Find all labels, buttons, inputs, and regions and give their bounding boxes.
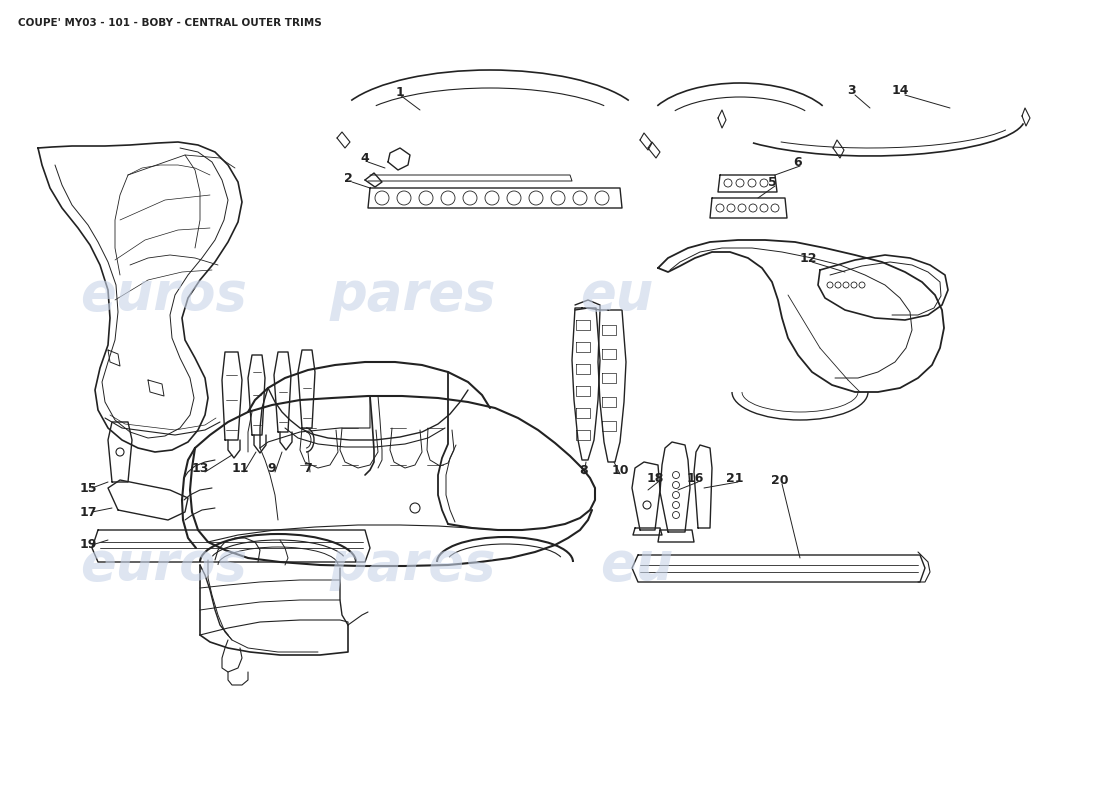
Text: euros: euros <box>80 269 246 321</box>
Text: 14: 14 <box>891 83 909 97</box>
Text: 12: 12 <box>800 251 816 265</box>
Text: 2: 2 <box>343 171 352 185</box>
Text: 9: 9 <box>267 462 276 474</box>
Text: 17: 17 <box>79 506 97 518</box>
Text: pares: pares <box>330 539 496 591</box>
Text: 6: 6 <box>794 155 802 169</box>
Text: 16: 16 <box>686 471 704 485</box>
Text: 11: 11 <box>231 462 249 474</box>
Text: 13: 13 <box>191 462 209 474</box>
Text: 1: 1 <box>396 86 405 98</box>
Text: 4: 4 <box>361 151 370 165</box>
Text: 3: 3 <box>848 83 856 97</box>
Text: 19: 19 <box>79 538 97 551</box>
Text: euros: euros <box>80 539 246 591</box>
Text: 8: 8 <box>580 463 588 477</box>
Text: 18: 18 <box>647 471 663 485</box>
Text: eu: eu <box>580 269 653 321</box>
Text: COUPE' MY03 - 101 - BOBY - CENTRAL OUTER TRIMS: COUPE' MY03 - 101 - BOBY - CENTRAL OUTER… <box>18 18 321 28</box>
Text: 5: 5 <box>768 175 777 189</box>
Text: 10: 10 <box>612 463 629 477</box>
Text: pares: pares <box>330 269 496 321</box>
Text: 21: 21 <box>726 471 744 485</box>
Text: eu: eu <box>600 539 673 591</box>
Text: 7: 7 <box>304 462 312 474</box>
Text: 15: 15 <box>79 482 97 494</box>
Text: 20: 20 <box>771 474 789 486</box>
